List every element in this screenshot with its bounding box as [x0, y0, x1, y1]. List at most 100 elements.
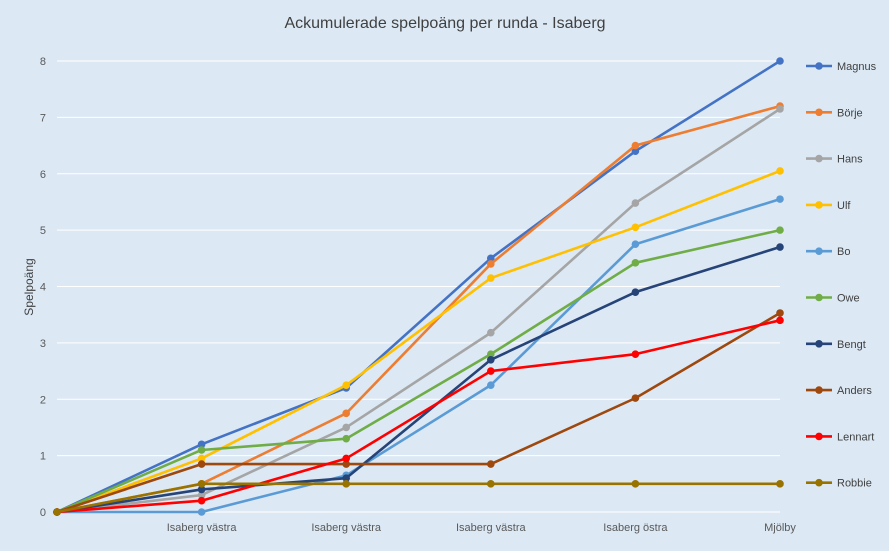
legend-item: Anders	[806, 385, 872, 397]
legend-item: Bengt	[806, 339, 866, 351]
data-point	[342, 460, 351, 468]
y-tick-label: 7	[40, 112, 46, 124]
data-point	[631, 240, 640, 249]
data-point	[197, 454, 206, 463]
legend-marker	[815, 386, 823, 394]
data-point	[631, 480, 640, 488]
legend-label: Hans	[837, 154, 863, 166]
data-point	[342, 434, 351, 443]
data-point	[197, 460, 206, 468]
legend-marker	[815, 432, 823, 441]
legend-label: Owe	[837, 293, 860, 305]
x-tick-label: Isaberg östra	[603, 522, 668, 534]
data-point	[776, 105, 784, 113]
legend-marker	[815, 340, 823, 348]
x-axis-ticks: Isaberg västra Isaberg västra Isaberg väst…	[167, 522, 797, 534]
data-point	[487, 460, 495, 468]
series-line	[57, 197, 781, 514]
data-point	[342, 480, 351, 488]
data-point	[631, 394, 640, 402]
data-point	[631, 141, 640, 150]
legend-marker	[815, 154, 823, 163]
legend-label: Bengt	[837, 339, 866, 351]
x-tick-label: Mjölby	[764, 522, 796, 534]
legend-item: Ulf	[806, 200, 851, 212]
y-tick-label: 4	[40, 282, 46, 294]
legend-item: Lennart	[806, 431, 874, 443]
series-robbie	[53, 480, 784, 516]
legend-label: Ulf	[837, 200, 851, 212]
y-tick-label: 0	[40, 507, 46, 519]
data-point	[631, 199, 640, 207]
legend-label: Anders	[837, 385, 872, 397]
y-tick-label: 1	[40, 451, 46, 463]
data-point	[631, 259, 640, 267]
series-line	[56, 311, 781, 514]
data-point	[776, 243, 784, 251]
x-tick-label: Isaberg västra	[311, 522, 382, 534]
legend-label: Robbie	[837, 478, 872, 490]
series-anders	[53, 309, 784, 516]
data-point	[197, 496, 206, 505]
y-tick-label: 6	[40, 169, 46, 181]
legend-item: Owe	[806, 293, 860, 305]
data-point	[342, 474, 351, 482]
data-point	[487, 274, 495, 282]
series-line	[56, 169, 781, 514]
series-line	[56, 245, 781, 514]
data-point	[342, 409, 351, 418]
y-tick-label: 3	[40, 338, 46, 350]
data-point	[197, 508, 206, 516]
data-point	[342, 423, 351, 432]
data-point	[631, 288, 640, 296]
data-point	[631, 350, 640, 358]
data-point	[487, 260, 495, 268]
legend-marker	[815, 293, 823, 302]
data-point	[776, 309, 784, 317]
data-point	[197, 485, 206, 494]
y-axis-label: Spelpoäng	[22, 258, 36, 315]
data-point	[487, 355, 495, 364]
legend-label: Bo	[837, 246, 850, 258]
y-tick-label: 8	[40, 56, 46, 68]
series-line	[56, 228, 781, 514]
legend-label: Magnus	[837, 61, 877, 73]
legend-marker	[815, 201, 823, 209]
data-point	[487, 480, 495, 488]
data-point	[776, 195, 784, 203]
legend-item: Bo	[806, 246, 850, 258]
data-point	[776, 167, 784, 175]
legend-marker	[815, 108, 823, 117]
data-point	[487, 328, 495, 337]
chart-title: Ackumulerade spelpoäng per runda - Isabe…	[284, 15, 605, 32]
x-tick-label: Isaberg västra	[456, 522, 527, 534]
series-line	[56, 107, 781, 514]
data-point	[197, 480, 206, 488]
legend-marker	[815, 62, 823, 70]
data-point	[197, 440, 206, 449]
y-axis-ticks: 0 1 2 3 4 5 6 7 8	[40, 56, 46, 519]
data-point	[487, 350, 495, 358]
data-point	[53, 508, 61, 516]
legend-marker	[815, 247, 823, 255]
legend-item: Robbie	[806, 478, 872, 490]
legend: Magnus Börje Hans Ulf Bo Owe Bengt Anders Lennar…	[806, 61, 877, 490]
series-ulf	[53, 167, 784, 516]
data-point	[197, 446, 206, 454]
legend-item: Börje	[806, 107, 863, 119]
y-tick-label: 5	[40, 225, 46, 237]
data-point	[776, 57, 784, 65]
data-point	[776, 226, 784, 234]
data-point	[487, 381, 495, 389]
data-point	[487, 254, 495, 263]
series-group	[53, 57, 784, 516]
legend-item: Magnus	[806, 61, 877, 73]
data-point	[197, 491, 206, 499]
legend-marker	[815, 478, 823, 487]
legend-label: Börje	[837, 107, 863, 119]
series-line	[56, 59, 781, 514]
data-point	[487, 367, 495, 375]
data-point	[776, 316, 784, 325]
